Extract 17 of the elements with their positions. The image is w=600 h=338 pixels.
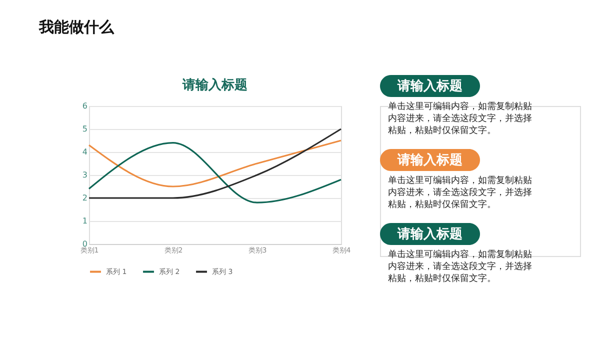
text: 我能做什么 — [38, 18, 115, 36]
y-tick-label: 0 — [82, 240, 88, 248]
y-tick-label: 6 — [82, 102, 88, 110]
y-tick-label: 5 — [82, 124, 88, 134]
text: 单击这里可编辑内容，如需复制粘贴内容进来，请全选这段文字，并选择粘贴，粘贴时仅保留文字。 — [388, 249, 532, 284]
y-tick-label: 4 — [82, 148, 88, 156]
line-series — [88, 140, 342, 188]
text: 单击这里可编辑内容，如需复制粘贴内容进来，请全选这段文字，并选择粘贴，粘贴时仅保留文字。 — [388, 101, 532, 136]
y-tick-label: 1 — [82, 216, 88, 226]
line-series — [88, 142, 342, 204]
text: 请输入标题 — [396, 78, 462, 94]
text: 请输入标题 — [396, 152, 462, 168]
chart-title: 请输入标题 — [182, 77, 248, 93]
y-tick-label: 2 — [82, 194, 88, 202]
y-tick-label: 3 — [82, 170, 88, 180]
text: 单击这里可编辑内容，如需复制粘贴内容进来，请全选这段文字，并选择粘贴，粘贴时仅保留文字。 — [388, 175, 532, 210]
text: 请输入标题 — [396, 226, 462, 242]
